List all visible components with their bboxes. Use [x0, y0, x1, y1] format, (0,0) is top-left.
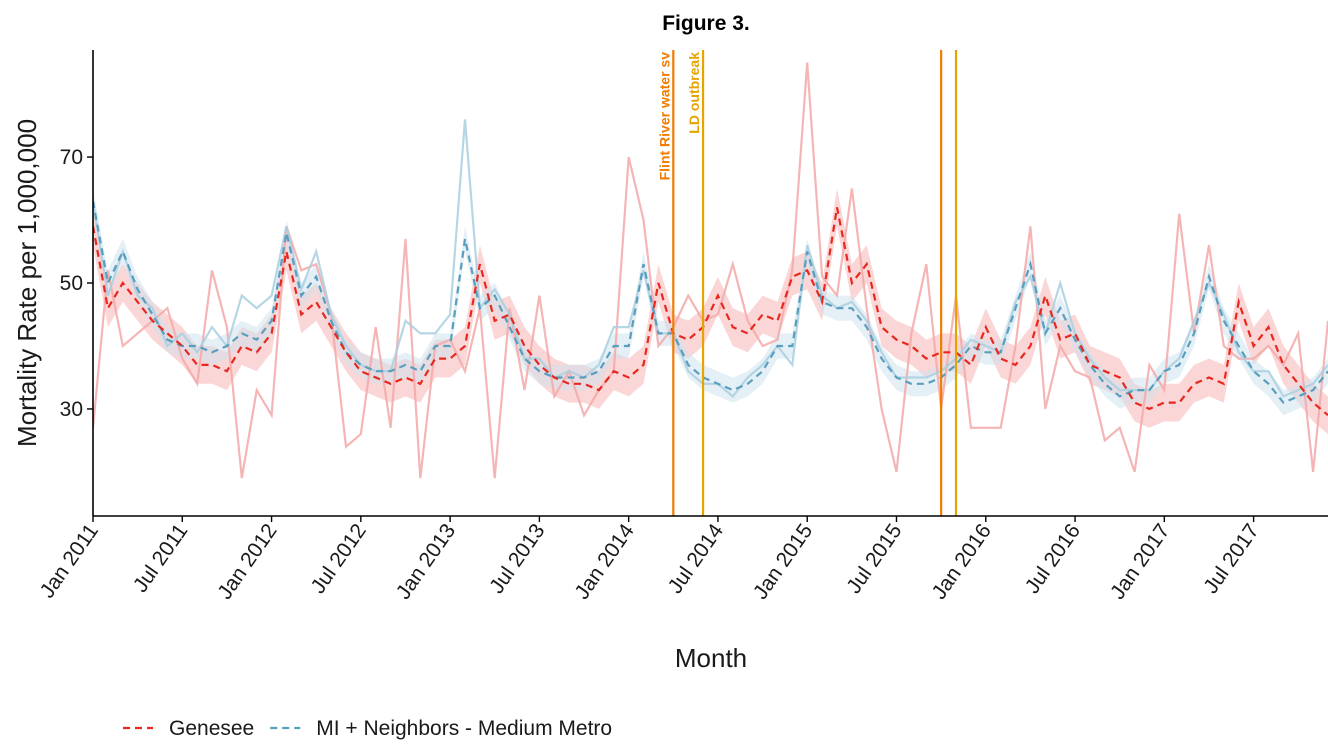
x-axis-title: Month — [675, 643, 747, 673]
x-tick-label: Jul 2013 — [485, 520, 549, 598]
series-1-band — [93, 188, 1328, 416]
x-tick-label: Jan 2012 — [213, 520, 281, 604]
chart-title: Figure 3. — [662, 12, 750, 35]
event-line-label-0: Flint River water sv — [656, 52, 672, 181]
y-tick-label: 30 — [60, 398, 83, 421]
y-tick-label: 70 — [60, 146, 83, 169]
x-tick-label: Jul 2016 — [1021, 520, 1085, 598]
x-tick-label: Jan 2014 — [570, 519, 639, 603]
legend: Genesee MI + Neighbors - Medium Metro — [123, 717, 612, 740]
x-tick-label: Jan 2016 — [927, 520, 995, 604]
series-0-raw-line — [93, 62, 1328, 479]
x-tick-label: Jul 2014 — [664, 519, 729, 597]
x-tick-label: Jul 2012 — [307, 520, 371, 598]
y-tick-label: 50 — [60, 272, 83, 295]
y-ticks: 30 50 70 — [60, 146, 93, 421]
x-tick-label: Jul 2011 — [129, 520, 192, 597]
legend-label-0: Genesee — [169, 717, 254, 740]
x-ticks: Jan 2011 Jul 2011 Jan 2012 Jul 2012 Jan 2013… — [36, 516, 1264, 604]
series-1-raw-line — [93, 119, 1328, 398]
x-tick-label: Jan 2015 — [749, 520, 817, 604]
y-axis-title: Mortality Rate per 1,000,000 — [12, 119, 42, 447]
x-tick-label: Jan 2013 — [392, 520, 460, 604]
series-0-trend-line — [93, 207, 1328, 417]
x-tick-label: Jan 2011 — [36, 520, 104, 603]
plot-area — [93, 62, 1328, 479]
event-lines: Flint River water sv LD outbreak — [656, 50, 958, 516]
series-group — [93, 62, 1328, 479]
legend-label-1: MI + Neighbors - Medium Metro — [316, 717, 612, 740]
x-tick-label: Jan 2017 — [1106, 520, 1174, 604]
event-line-label-1: LD outbreak — [686, 52, 702, 134]
x-tick-label: Jul 2017 — [1199, 520, 1263, 598]
x-tick-label: Jul 2015 — [842, 520, 906, 598]
series-1-trend-line — [93, 200, 1328, 404]
